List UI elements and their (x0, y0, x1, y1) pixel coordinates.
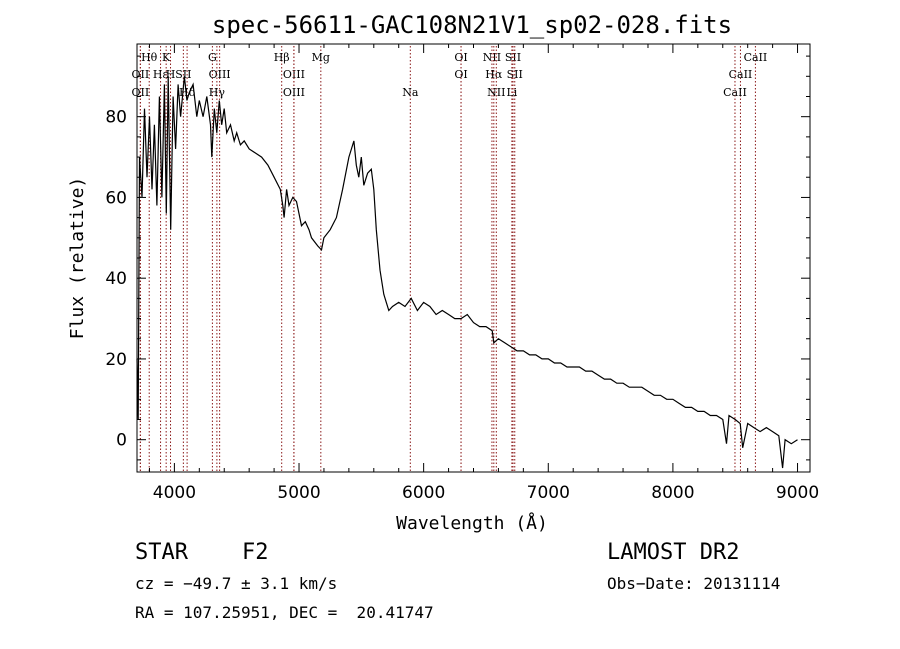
y-tick-label: 80 (105, 108, 127, 128)
x-tick-label: 6000 (402, 483, 445, 503)
spectral-line-label: Hε (153, 68, 169, 81)
object-class: STAR (135, 540, 188, 565)
x-tick-label: 5000 (277, 483, 320, 503)
y-tick-label: 20 (105, 350, 127, 370)
x-tick-label: 9000 (776, 483, 819, 503)
spectrum-line (136, 76, 798, 469)
spectral-line-label: SII (175, 68, 191, 81)
spectral-line-label: Hγ (209, 86, 226, 99)
spectral-line-label: Na (402, 86, 419, 99)
x-tick-label: 7000 (527, 483, 570, 503)
y-axis-label: Flux (relative) (67, 177, 88, 340)
spectral-line-label: CaII (723, 86, 747, 99)
y-tick-label: 40 (105, 269, 127, 289)
spectral-line-label: OIII (283, 86, 305, 99)
spectral-line-label: OII (132, 86, 150, 99)
x-tick-label: 8000 (651, 483, 694, 503)
observation-date: Obs−Date: 20131114 (607, 574, 781, 593)
y-tick-label: 60 (105, 188, 127, 208)
spectral-line-label: Hθ (141, 51, 158, 64)
spectral-line-label: OIII (209, 68, 231, 81)
object-subclass: F2 (242, 540, 269, 565)
survey-name: LAMOST DR2 (607, 540, 740, 565)
y-tick-label: 0 (116, 431, 127, 451)
spectral-line-label: Hα (485, 68, 503, 81)
x-axis-label: Wavelength (Å) (396, 512, 548, 534)
spectral-line-label: NII (483, 51, 501, 64)
spectral-line-label: OI (454, 68, 467, 81)
spectral-line-label: Li (506, 86, 517, 99)
spectral-line-label: SII (505, 51, 521, 64)
spectral-line-label: Hβ (274, 51, 290, 64)
spectral-line-label: NII (487, 86, 505, 99)
spectral-line-label: G (208, 51, 217, 64)
spectral-line-label: K (162, 51, 171, 64)
spectral-line-label: Mg (312, 51, 330, 64)
spectral-line-label: SII (507, 68, 523, 81)
chart-title: spec-56611-GAC108N21V1_sp02-028.fits (212, 11, 732, 39)
spectral-line-label: H (166, 68, 176, 81)
spectrum-series (136, 76, 798, 469)
spectral-line-label: CaII (729, 68, 753, 81)
spectral-line-label: CaII (744, 51, 768, 64)
axis-ticks: 4000 5000 6000 7000 8000 9000 0 20 40 60 80 (105, 44, 819, 503)
coordinates-readout: RA = 107.25951, DEC = 20.41747 (135, 603, 434, 622)
redshift-readout: cz = −49.7 ± 3.1 km/s (135, 574, 338, 593)
x-tick-label: 4000 (153, 483, 196, 503)
plot-frame (136, 43, 811, 473)
